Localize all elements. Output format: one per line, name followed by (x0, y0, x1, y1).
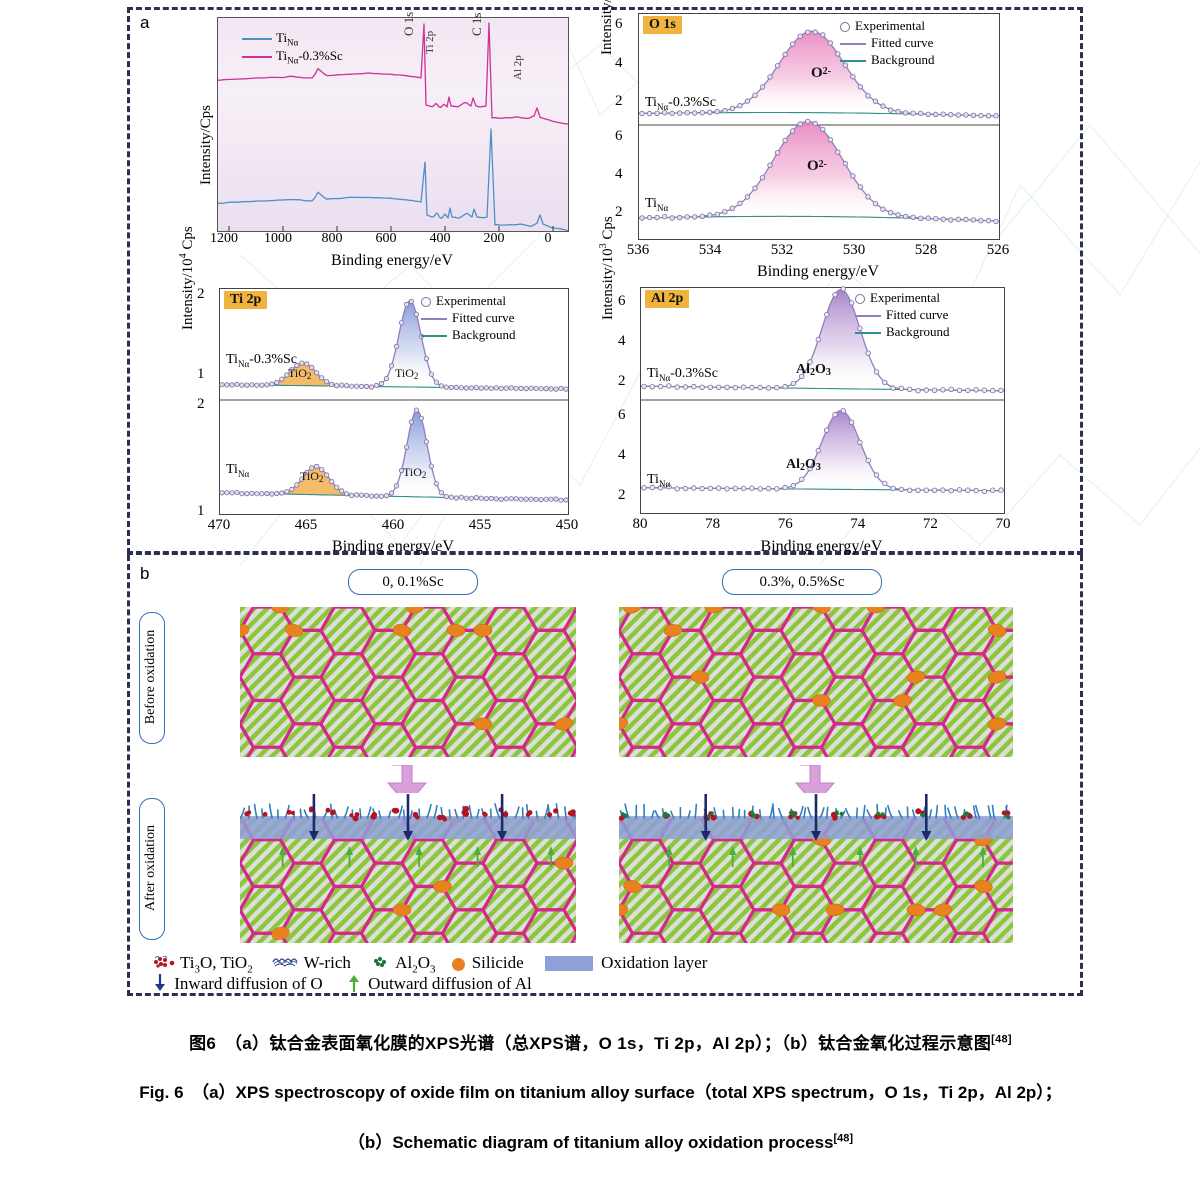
svg-text:Al2O3: Al2O3 (786, 457, 821, 473)
